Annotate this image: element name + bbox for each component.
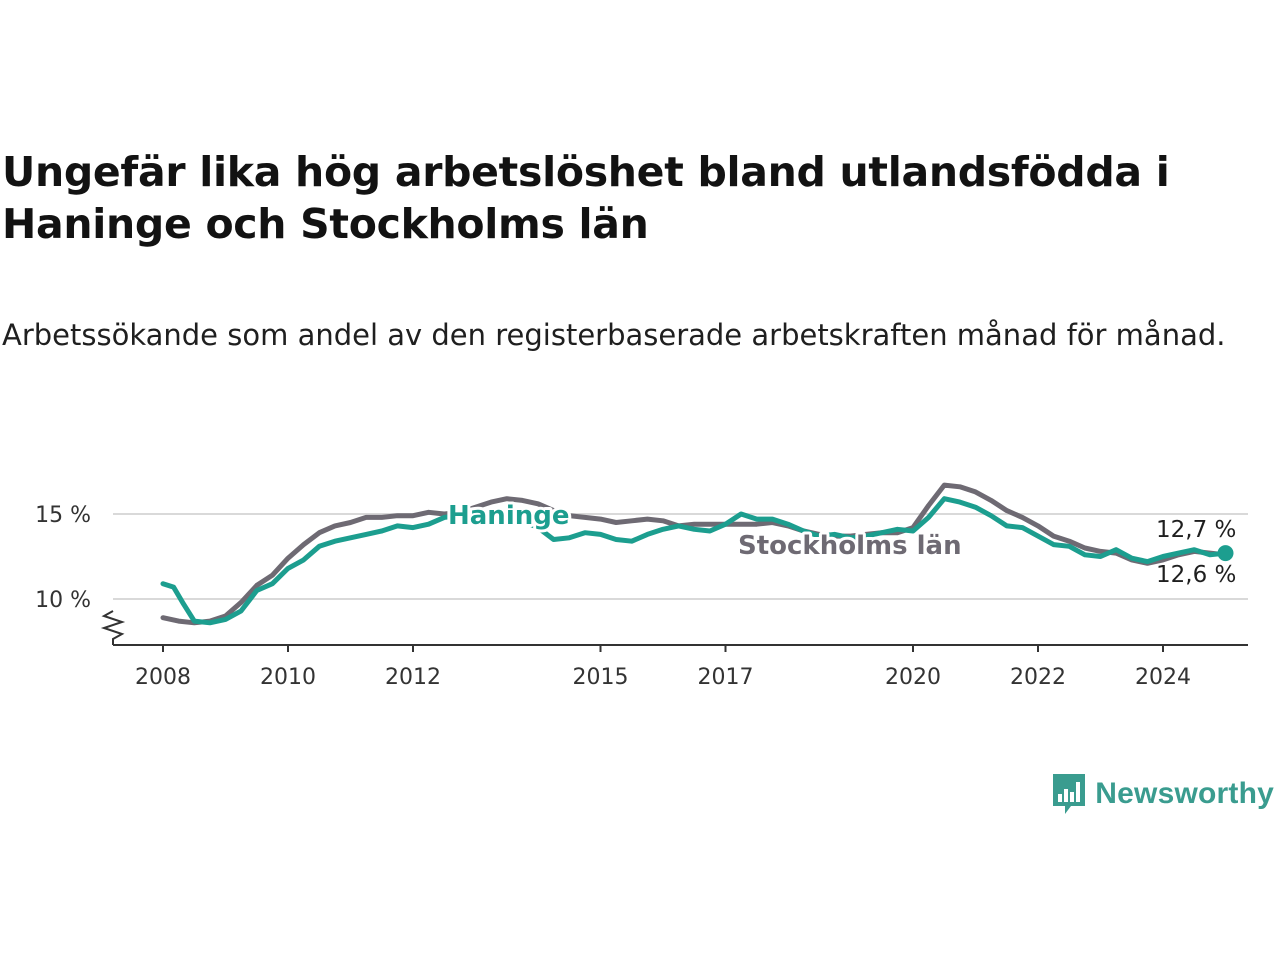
x-tick-label: 2008 <box>135 665 191 690</box>
series-line-stockholms-l-n <box>160 482 1228 626</box>
newsworthy-logo-text: Newsworthy <box>1095 777 1274 810</box>
x-tick-label: 2020 <box>885 665 941 690</box>
x-tick-label: 2022 <box>1010 665 1066 690</box>
x-tick-label: 2024 <box>1135 665 1191 690</box>
newsworthy-logo-icon <box>1053 774 1086 814</box>
end-point-marker-haninge <box>1217 545 1234 562</box>
x-tick-label: 2010 <box>260 665 316 690</box>
series-line-haninge <box>160 496 1228 626</box>
y-tick-label: 15 % <box>35 503 91 528</box>
newsworthy-logo: Newsworthy <box>1051 772 1274 816</box>
x-axis: 2008 2010 2012 2015 2017 2020 2022 2024 <box>100 610 1248 690</box>
series-labels: Haninge Stockholms län 12,7 % 12,6 % <box>445 498 1236 588</box>
series-label-stockholms-lan: Stockholms län <box>738 531 962 561</box>
axis-break-zigzag <box>100 610 126 645</box>
gridlines <box>113 513 1248 600</box>
y-axis-labels: 10 % 15 % <box>35 503 91 613</box>
end-value-label-haninge: 12,7 % <box>1156 517 1236 543</box>
y-tick-label: 10 % <box>35 588 91 613</box>
chart-subtitle: Arbetssökande som andel av den registerb… <box>2 318 1226 352</box>
series-lines <box>160 482 1234 626</box>
x-tick-label: 2017 <box>698 665 754 690</box>
series-label-haninge: Haninge <box>448 501 569 531</box>
x-tick-label: 2012 <box>385 665 441 690</box>
x-tick-label: 2015 <box>573 665 629 690</box>
end-value-label-stockholms-lan: 12,6 % <box>1156 562 1236 588</box>
chart-title: Ungefär lika hög arbetslöshet bland utla… <box>2 148 1170 248</box>
